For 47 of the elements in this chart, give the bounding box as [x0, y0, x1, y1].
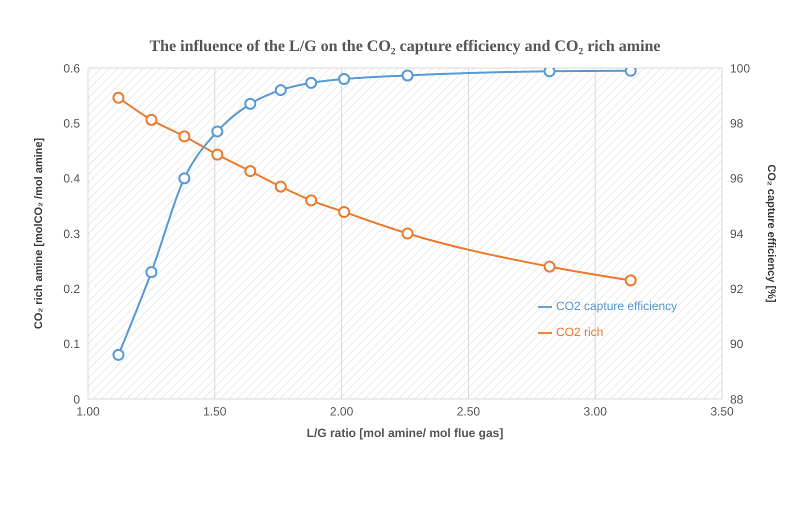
point [274, 180, 287, 193]
point [274, 84, 287, 96]
point [244, 165, 256, 178]
point [402, 228, 414, 240]
x-tick-label: 1.00 [76, 404, 100, 419]
y2-axis-title: CO₂ capture efficiency [%] [765, 164, 778, 303]
x-tick-label: 2.50 [456, 404, 480, 419]
y-tick-label: 0 [73, 392, 80, 406]
point [244, 98, 256, 110]
x-axis-title: L/G ratio [mol amine/ mol flue gas] [306, 426, 504, 440]
point [178, 130, 190, 142]
point [624, 274, 637, 286]
y2-tick-label: 96 [730, 172, 744, 186]
point [211, 125, 224, 138]
point [305, 194, 318, 206]
y2-tick-label: 100 [730, 61, 750, 76]
y2-tick-label: 92 [730, 282, 744, 296]
legend-label: CO2 rich [556, 325, 604, 339]
legend-label: CO2 capture efficiency [556, 299, 678, 313]
y-tick-label: 0.4 [63, 172, 80, 186]
point [145, 114, 158, 126]
x-tick-label: 3.50 [710, 404, 734, 419]
point [402, 69, 414, 82]
y2-tick-label: 94 [730, 226, 744, 241]
point [112, 92, 124, 104]
x-tick-label: 2.00 [330, 404, 354, 419]
point [544, 68, 556, 78]
y-axis-title: CO₂ rich amine [molCO₂ /mol amine] [32, 138, 45, 330]
y-tick-label: 0.3 [63, 226, 80, 241]
point [178, 172, 190, 184]
y2-tick-label: 98 [730, 116, 744, 130]
point [305, 76, 318, 89]
point [145, 266, 158, 278]
point [211, 148, 224, 161]
y-tick-label: 0.2 [63, 282, 80, 296]
y-tick-label: 0.6 [63, 61, 80, 76]
y2-tick-label: 88 [730, 392, 744, 406]
point [338, 73, 350, 86]
y-tick-label: 0.5 [63, 116, 80, 130]
point [112, 348, 124, 361]
chart-title: The influence of the L/G on the CO₂ capture efficiency and CO₂ rich amine [148, 38, 662, 56]
point [338, 206, 350, 218]
y-tick-label: 0.1 [63, 337, 80, 352]
point [544, 260, 556, 273]
x-tick-label: 3.00 [584, 404, 608, 419]
x-tick-label: 1.50 [203, 404, 227, 419]
y2-tick-label: 90 [730, 337, 744, 352]
